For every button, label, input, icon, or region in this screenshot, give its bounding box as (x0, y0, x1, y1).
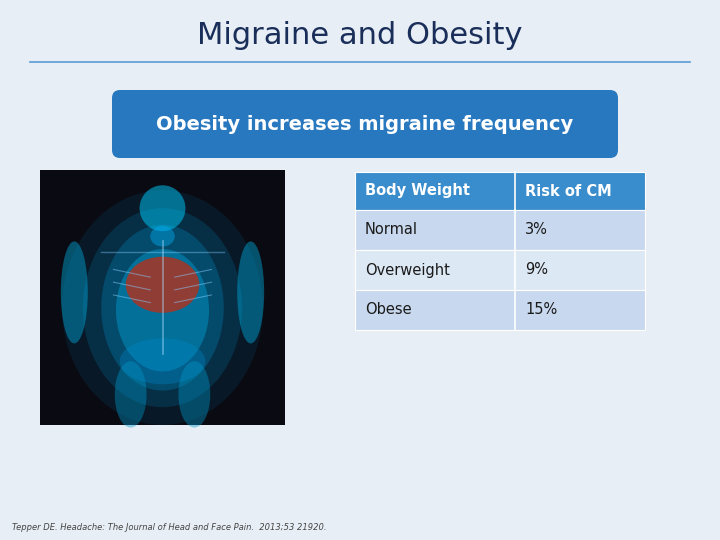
Ellipse shape (120, 338, 205, 384)
FancyBboxPatch shape (112, 90, 618, 158)
Text: 9%: 9% (525, 262, 548, 278)
Text: Body Weight: Body Weight (365, 184, 470, 199)
Ellipse shape (60, 241, 88, 343)
FancyBboxPatch shape (355, 250, 645, 290)
Text: Risk of CM: Risk of CM (525, 184, 612, 199)
Text: Obese: Obese (365, 302, 412, 318)
Text: Obesity increases migraine frequency: Obesity increases migraine frequency (156, 114, 574, 133)
Circle shape (140, 185, 186, 231)
FancyBboxPatch shape (355, 172, 645, 210)
Ellipse shape (114, 361, 147, 428)
Text: 15%: 15% (525, 302, 557, 318)
Ellipse shape (62, 191, 263, 425)
Text: 3%: 3% (525, 222, 548, 238)
Ellipse shape (237, 241, 264, 343)
Ellipse shape (116, 249, 209, 372)
FancyBboxPatch shape (355, 210, 645, 250)
Ellipse shape (102, 225, 224, 390)
Text: Overweight: Overweight (365, 262, 450, 278)
FancyBboxPatch shape (40, 170, 285, 425)
Ellipse shape (150, 226, 175, 246)
Text: Tepper DE. Headache: The Journal of Head and Face Pain.  2013;53 21920.: Tepper DE. Headache: The Journal of Head… (12, 523, 326, 532)
Ellipse shape (126, 256, 199, 313)
Text: Normal: Normal (365, 222, 418, 238)
Ellipse shape (179, 361, 210, 428)
FancyBboxPatch shape (355, 290, 645, 330)
Ellipse shape (83, 208, 242, 407)
Text: Migraine and Obesity: Migraine and Obesity (197, 21, 523, 50)
